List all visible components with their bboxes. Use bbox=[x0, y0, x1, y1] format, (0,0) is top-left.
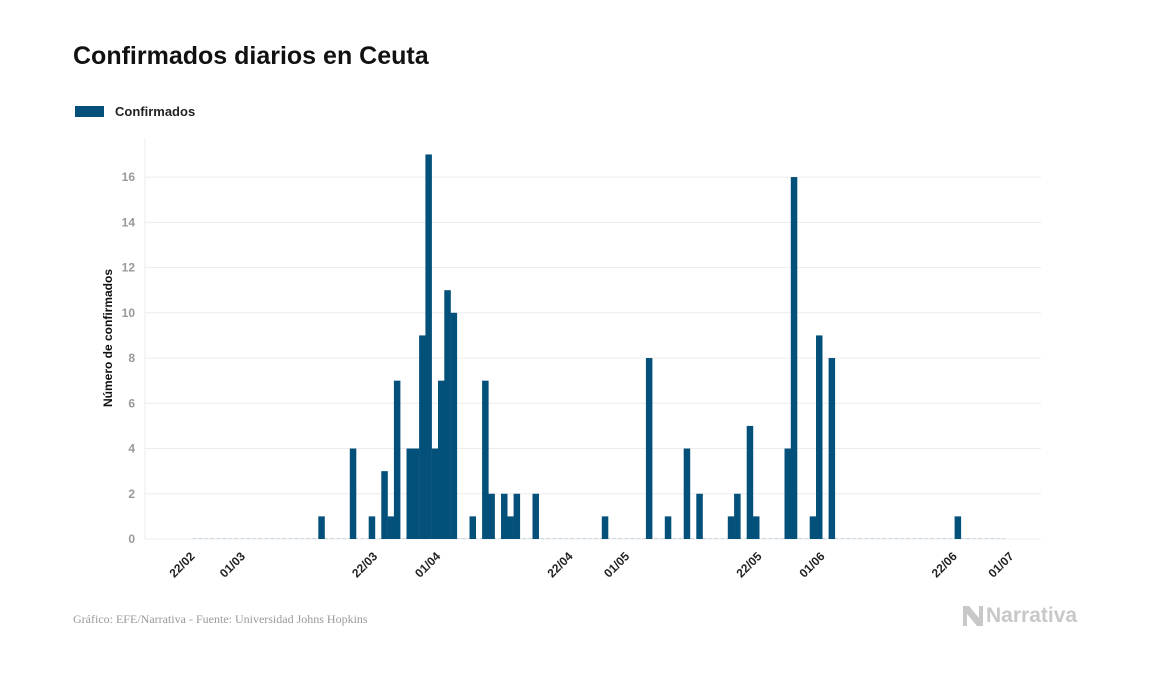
bar bbox=[349, 448, 357, 539]
bar bbox=[438, 380, 445, 539]
bar bbox=[645, 358, 653, 539]
bar bbox=[444, 290, 451, 539]
bar bbox=[431, 448, 439, 539]
bar bbox=[381, 471, 388, 539]
y-tick-label: 12 bbox=[122, 261, 136, 275]
chart-title: Confirmados diarios en Ceuta bbox=[73, 42, 429, 70]
bar bbox=[393, 380, 401, 539]
legend: Confirmados bbox=[75, 104, 195, 119]
source-note: Gráfico: EFE/Narrativa - Fuente: Univers… bbox=[73, 612, 368, 626]
bar bbox=[753, 516, 760, 539]
y-tick-label: 16 bbox=[122, 170, 136, 184]
x-tick-label: 22/02 bbox=[166, 549, 197, 580]
bar bbox=[387, 516, 395, 539]
bar bbox=[318, 516, 325, 539]
bar bbox=[683, 448, 691, 539]
legend-label: Confirmados bbox=[115, 104, 196, 119]
y-axis-label: Número de confirmados bbox=[101, 269, 115, 407]
bar bbox=[501, 493, 508, 539]
bar bbox=[425, 154, 432, 539]
bar bbox=[368, 516, 376, 539]
bar bbox=[532, 493, 539, 539]
bar bbox=[727, 516, 735, 539]
bar bbox=[513, 493, 521, 539]
bar bbox=[790, 177, 798, 539]
y-tick-label: 10 bbox=[122, 306, 136, 320]
y-tick-label: 6 bbox=[128, 396, 135, 410]
bar bbox=[664, 516, 672, 539]
bar bbox=[784, 448, 791, 539]
bar bbox=[696, 493, 703, 539]
y-tick-label: 14 bbox=[122, 215, 136, 229]
bar bbox=[450, 312, 458, 539]
narrativa-logo-icon bbox=[963, 606, 983, 626]
bar bbox=[469, 516, 476, 539]
logo-text: Narrativa bbox=[986, 604, 1078, 627]
narrativa-logo: Narrativa bbox=[963, 604, 1077, 628]
x-tick-label: 22/05 bbox=[733, 549, 764, 580]
x-tick-label: 01/06 bbox=[796, 549, 827, 580]
x-tick-label: 22/03 bbox=[349, 549, 380, 580]
x-tick-label: 22/04 bbox=[544, 549, 575, 580]
bar bbox=[746, 425, 754, 539]
bar bbox=[406, 448, 413, 539]
x-tick-label: 01/03 bbox=[217, 549, 248, 580]
bar bbox=[507, 516, 514, 539]
bar bbox=[816, 335, 823, 539]
y-tick-label: 8 bbox=[128, 351, 135, 365]
x-tick-label: 01/07 bbox=[985, 549, 1016, 580]
bar bbox=[828, 358, 836, 539]
x-tick-label: 22/06 bbox=[929, 549, 960, 580]
bar bbox=[488, 493, 495, 539]
bar bbox=[809, 516, 817, 539]
legend-swatch bbox=[75, 106, 104, 117]
x-tick-label: 01/04 bbox=[412, 549, 443, 580]
y-tick-label: 4 bbox=[128, 442, 135, 456]
bar bbox=[734, 493, 741, 539]
y-tick-label: 0 bbox=[128, 532, 135, 546]
bar bbox=[601, 516, 609, 539]
bar bbox=[412, 448, 420, 539]
x-tick-label: 01/05 bbox=[601, 549, 632, 580]
bar bbox=[419, 335, 426, 539]
bar bbox=[954, 516, 962, 539]
bar bbox=[482, 380, 489, 539]
y-tick-label: 2 bbox=[128, 487, 135, 501]
